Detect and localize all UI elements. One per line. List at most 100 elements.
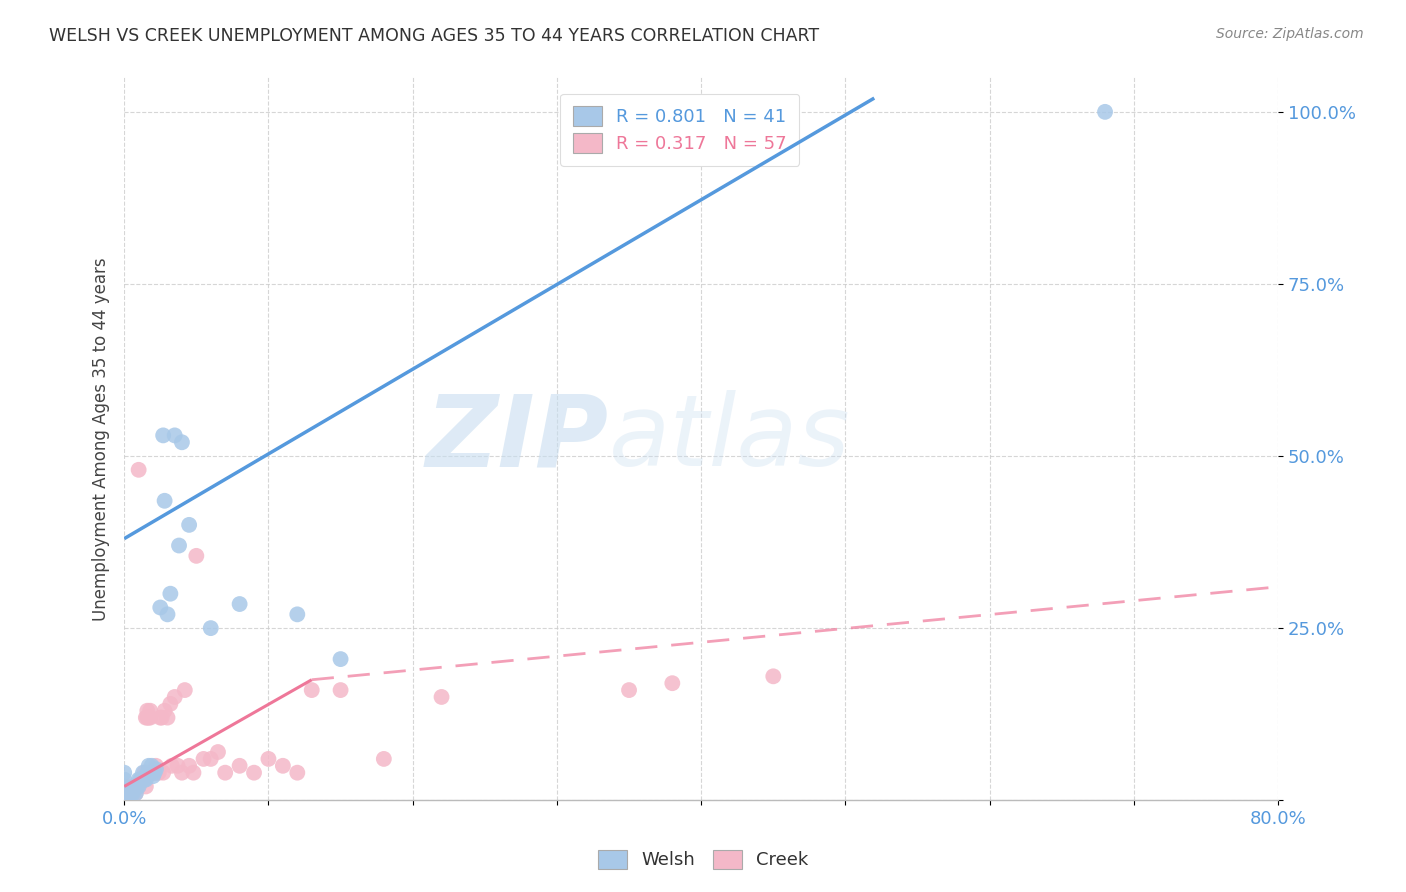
Point	[112, 786, 135, 800]
Point	[153, 493, 176, 508]
Point	[1094, 104, 1116, 119]
Point	[128, 772, 150, 787]
Point	[122, 786, 145, 800]
Point	[129, 772, 152, 787]
Point	[271, 759, 294, 773]
Point	[131, 772, 153, 787]
Point	[135, 780, 157, 794]
Point	[152, 428, 174, 442]
Point	[228, 597, 250, 611]
Point	[163, 428, 186, 442]
Point	[135, 711, 157, 725]
Point	[136, 711, 159, 725]
Point	[769, 104, 792, 119]
Point	[141, 765, 163, 780]
Point	[118, 780, 141, 794]
Point	[170, 435, 193, 450]
Point	[373, 752, 395, 766]
Point	[112, 793, 135, 807]
Point	[214, 765, 236, 780]
Point	[132, 772, 155, 787]
Point	[152, 765, 174, 780]
Point	[243, 765, 266, 780]
Point	[138, 711, 160, 725]
Point	[257, 752, 280, 766]
Point	[762, 669, 785, 683]
Point	[301, 683, 323, 698]
Point	[156, 711, 179, 725]
Point	[143, 765, 166, 780]
Point	[207, 745, 229, 759]
Point	[134, 772, 156, 787]
Text: Source: ZipAtlas.com: Source: ZipAtlas.com	[1216, 27, 1364, 41]
Point	[228, 759, 250, 773]
Point	[112, 780, 135, 794]
Point	[112, 772, 135, 787]
Point	[430, 690, 453, 704]
Point	[139, 765, 162, 780]
Point	[156, 607, 179, 622]
Point	[112, 793, 135, 807]
Point	[127, 780, 149, 794]
Point	[143, 765, 166, 780]
Point	[139, 704, 162, 718]
Point	[200, 752, 222, 766]
Point	[128, 463, 150, 477]
Point	[163, 690, 186, 704]
Point	[150, 711, 173, 725]
Point	[329, 652, 352, 666]
Point	[131, 772, 153, 787]
Y-axis label: Unemployment Among Ages 35 to 44 years: Unemployment Among Ages 35 to 44 years	[93, 257, 110, 621]
Legend: R = 0.801   N = 41, R = 0.317   N = 57: R = 0.801 N = 41, R = 0.317 N = 57	[560, 94, 800, 166]
Point	[124, 780, 146, 794]
Point	[718, 104, 741, 119]
Point	[125, 786, 148, 800]
Point	[200, 621, 222, 635]
Point	[183, 765, 205, 780]
Point	[127, 780, 149, 794]
Point	[149, 711, 172, 725]
Text: atlas: atlas	[609, 391, 851, 487]
Point	[120, 786, 142, 800]
Legend: Welsh, Creek: Welsh, Creek	[589, 840, 817, 879]
Point	[329, 683, 352, 698]
Point	[748, 104, 770, 119]
Point	[167, 539, 190, 553]
Point	[617, 683, 640, 698]
Point	[166, 759, 188, 773]
Point	[128, 780, 150, 794]
Point	[132, 765, 155, 780]
Point	[125, 786, 148, 800]
Point	[285, 765, 308, 780]
Point	[134, 765, 156, 780]
Point	[129, 776, 152, 790]
Point	[193, 752, 215, 766]
Point	[186, 549, 208, 563]
Point	[149, 600, 172, 615]
Point	[153, 704, 176, 718]
Point	[179, 759, 201, 773]
Point	[170, 765, 193, 780]
Point	[139, 711, 162, 725]
Point	[117, 786, 139, 800]
Point	[142, 765, 165, 780]
Point	[145, 759, 167, 773]
Point	[135, 772, 157, 787]
Point	[145, 762, 167, 776]
Point	[148, 765, 170, 780]
Point	[160, 759, 183, 773]
Point	[146, 765, 169, 780]
Point	[141, 759, 163, 773]
Point	[112, 765, 135, 780]
Point	[159, 587, 181, 601]
Point	[285, 607, 308, 622]
Text: ZIP: ZIP	[426, 391, 609, 487]
Point	[120, 786, 142, 800]
Point	[136, 765, 159, 780]
Point	[179, 517, 201, 532]
Text: WELSH VS CREEK UNEMPLOYMENT AMONG AGES 35 TO 44 YEARS CORRELATION CHART: WELSH VS CREEK UNEMPLOYMENT AMONG AGES 3…	[49, 27, 820, 45]
Point	[661, 676, 683, 690]
Point	[128, 780, 150, 794]
Point	[136, 704, 159, 718]
Point	[159, 697, 181, 711]
